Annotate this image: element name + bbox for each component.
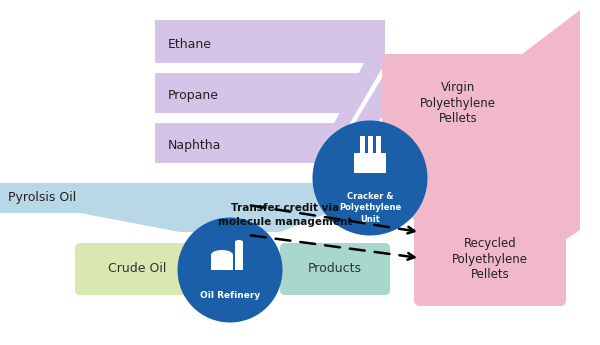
FancyBboxPatch shape bbox=[382, 54, 534, 151]
Text: Transfer credit via
molecule management: Transfer credit via molecule management bbox=[218, 204, 352, 227]
Bar bbox=[368, 136, 373, 154]
Polygon shape bbox=[155, 73, 385, 113]
Text: Recycled
Polyethylene
Pellets: Recycled Polyethylene Pellets bbox=[452, 237, 528, 282]
Polygon shape bbox=[0, 183, 328, 213]
Polygon shape bbox=[328, 113, 385, 197]
Polygon shape bbox=[155, 123, 385, 163]
Bar bbox=[211, 255, 233, 270]
Text: Naphtha: Naphtha bbox=[168, 138, 221, 151]
Text: Crude Oil: Crude Oil bbox=[108, 263, 166, 276]
Ellipse shape bbox=[235, 240, 243, 244]
Bar bbox=[360, 136, 365, 154]
FancyBboxPatch shape bbox=[414, 212, 566, 306]
Text: Oil Refinery: Oil Refinery bbox=[200, 290, 260, 299]
Polygon shape bbox=[412, 10, 580, 183]
Text: Propane: Propane bbox=[168, 89, 219, 101]
Text: Cracker &
Polyethylene
Unit: Cracker & Polyethylene Unit bbox=[339, 193, 401, 224]
Ellipse shape bbox=[211, 250, 233, 260]
Bar bbox=[235, 242, 243, 270]
Text: Pyrolsis Oil: Pyrolsis Oil bbox=[8, 191, 76, 205]
Polygon shape bbox=[328, 20, 385, 220]
Bar bbox=[354, 153, 386, 157]
Polygon shape bbox=[328, 63, 385, 167]
Ellipse shape bbox=[313, 120, 427, 236]
Text: Products: Products bbox=[308, 263, 362, 276]
Ellipse shape bbox=[178, 217, 283, 323]
FancyBboxPatch shape bbox=[280, 243, 390, 295]
Bar bbox=[376, 136, 381, 154]
Bar bbox=[354, 153, 386, 173]
Text: Ethane: Ethane bbox=[168, 38, 212, 50]
Polygon shape bbox=[412, 95, 580, 290]
Text: Virgin
Polyethylene
Pellets: Virgin Polyethylene Pellets bbox=[420, 80, 496, 126]
Polygon shape bbox=[155, 20, 385, 63]
Polygon shape bbox=[80, 183, 328, 232]
FancyBboxPatch shape bbox=[75, 243, 200, 295]
